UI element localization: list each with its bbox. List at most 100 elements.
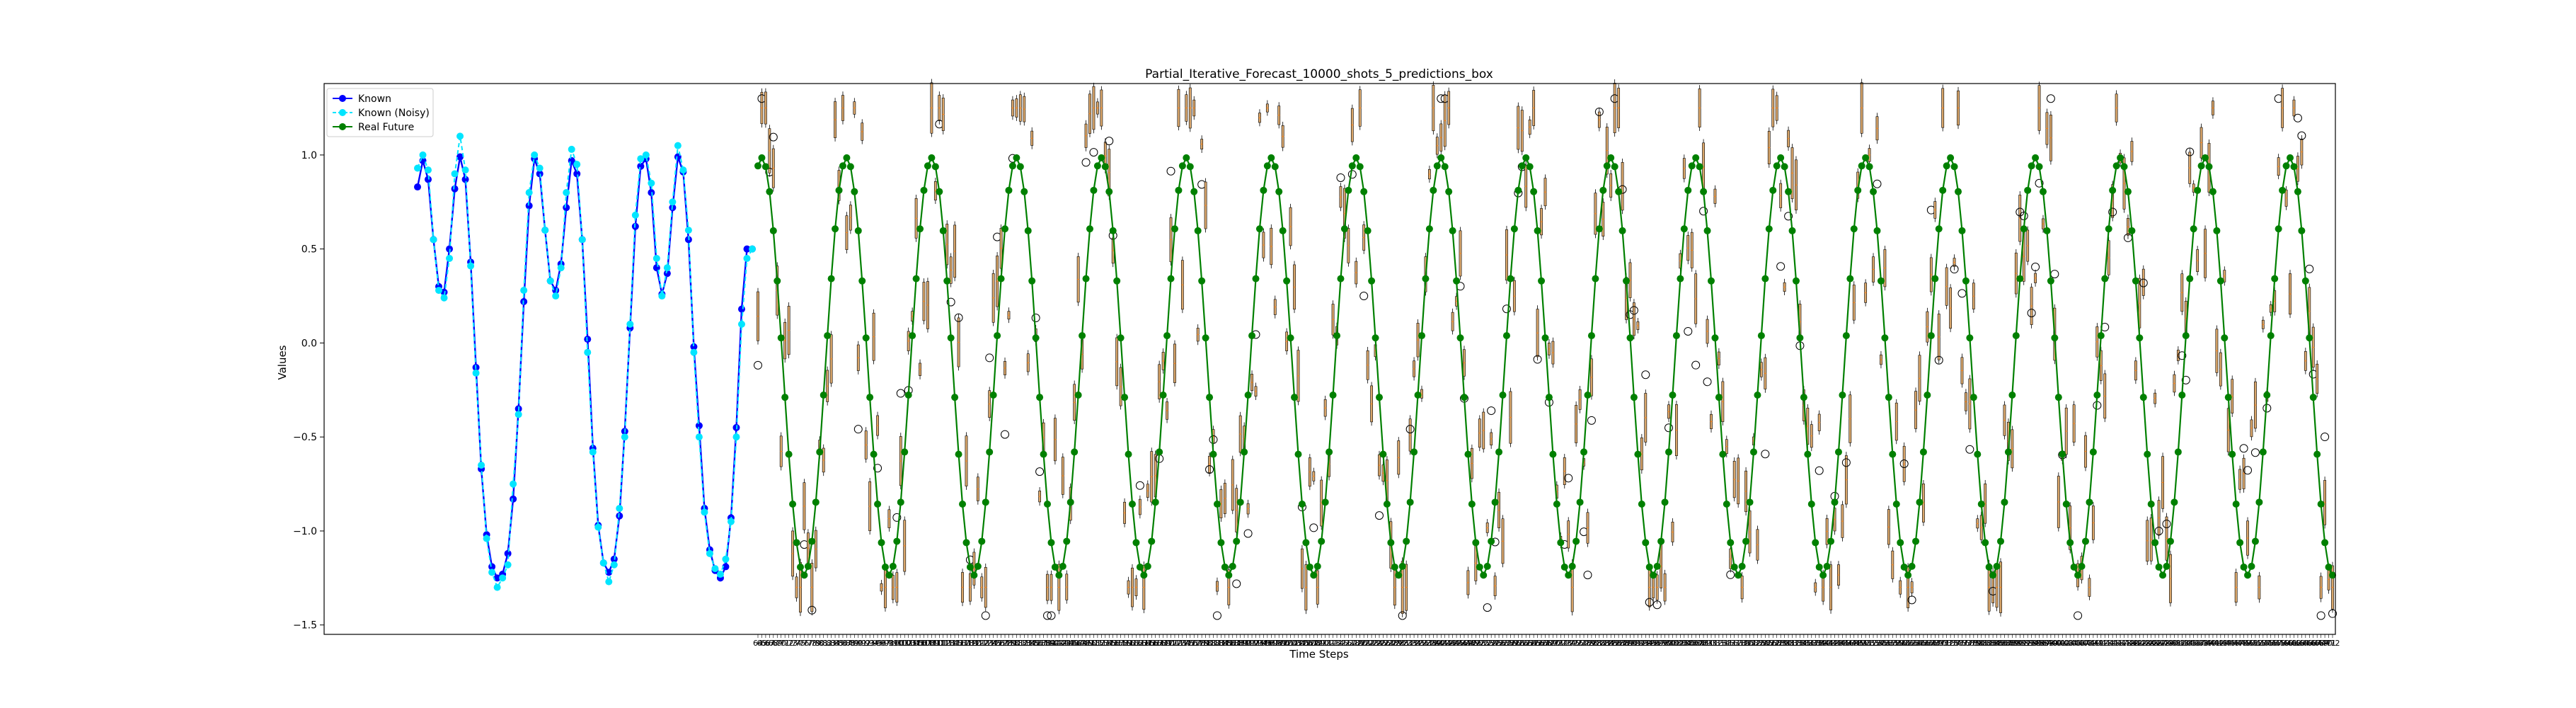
real-future-point <box>2124 188 2132 195</box>
real-future-point <box>1904 571 1912 579</box>
x-tick-label: 388 <box>2001 639 2016 648</box>
box-outlier <box>2185 147 2195 156</box>
prediction-box <box>1532 86 1536 130</box>
x-tick-label: 440 <box>2202 639 2216 648</box>
real-future-point <box>835 186 843 194</box>
box-outlier <box>1841 458 1851 467</box>
real-future-point <box>2039 188 2047 195</box>
x-tick-label: 82 <box>822 639 832 648</box>
x-tick-label: 308 <box>1692 639 1707 648</box>
box-outlier <box>2035 178 2044 188</box>
x-tick-label: 131 <box>1009 639 1024 648</box>
x-tick-label: 416 <box>2109 639 2124 648</box>
x-tick-label: 251 <box>1472 639 1487 648</box>
x-tick-label: 347 <box>1843 639 1858 648</box>
x-tick-label: 117 <box>955 639 970 648</box>
x-tick-label: 376 <box>1955 639 1970 648</box>
known-point <box>563 204 570 212</box>
box-outlier <box>1502 304 1511 314</box>
prediction-box <box>930 79 933 137</box>
x-tick-label: 386 <box>1994 639 2008 648</box>
box-outlier <box>1907 595 1916 605</box>
x-tick-label: 452 <box>2248 639 2262 648</box>
real-future-point <box>1757 332 1765 340</box>
x-tick-label: 443 <box>2213 639 2228 648</box>
x-tick-label: 144 <box>1059 639 1074 648</box>
real-future-point <box>924 162 931 170</box>
real-future-point <box>824 332 832 340</box>
x-tick-label: 252 <box>1476 639 1491 648</box>
prediction-box <box>1309 467 1318 532</box>
prediction-box <box>1243 499 1253 538</box>
real-future-point <box>2232 500 2240 508</box>
x-tick-label: 414 <box>2101 639 2116 648</box>
x-tick-label: 336 <box>1800 639 1815 648</box>
x-tick-label: 187 <box>1225 639 1240 648</box>
box-outlier <box>1873 179 1882 188</box>
x-tick-label: 435 <box>2183 639 2197 648</box>
x-tick-label: 309 <box>1696 639 1711 648</box>
real-future-point <box>2259 448 2267 456</box>
prediction-box <box>2027 283 2036 329</box>
real-future-point <box>1356 163 1364 171</box>
prediction-box <box>787 302 790 359</box>
x-tick-label: 372 <box>1939 639 1954 648</box>
real-future-point <box>1580 448 1588 456</box>
x-tick-label: 321 <box>1742 639 1757 648</box>
prediction-box <box>991 270 995 326</box>
known-noisy-point <box>440 294 448 302</box>
real-future-point <box>1916 498 1924 506</box>
x-tick-label: 305 <box>1681 639 1696 648</box>
known-noisy-point <box>552 292 560 300</box>
real-future-point <box>1549 450 1557 458</box>
known-noisy-point <box>546 277 554 285</box>
prediction-box <box>1490 537 1500 600</box>
real-future-point <box>1271 163 1279 171</box>
prediction-box <box>1691 270 1701 370</box>
x-tick-label: 285 <box>1604 639 1618 648</box>
real-future-point <box>1476 563 1483 571</box>
prediction-box <box>1483 519 1492 612</box>
real-future-point <box>1244 391 1252 399</box>
prediction-box <box>1285 328 1289 355</box>
x-tick-label: 128 <box>998 639 1013 648</box>
box-outlier <box>873 464 882 473</box>
prediction-box <box>1725 435 1728 458</box>
x-tick-label: 367 <box>1920 639 1935 648</box>
x-tick-label: 263 <box>1519 639 1534 648</box>
real-future-point <box>1398 562 1406 570</box>
box-outlier <box>1726 570 1735 579</box>
x-tick-label: 147 <box>1071 639 1086 648</box>
x-tick-label: 323 <box>1750 639 1765 648</box>
prediction-box <box>981 563 990 620</box>
x-tick-label: 310 <box>1700 639 1715 648</box>
x-tick-label: 181 <box>1202 639 1217 648</box>
prediction-box <box>1293 261 1296 314</box>
prediction-box <box>769 132 778 192</box>
real-future-point <box>1950 163 1958 171</box>
known-noisy-point <box>461 166 469 174</box>
real-future-point <box>904 391 912 399</box>
x-tick-label: 428 <box>2156 639 2170 648</box>
x-tick-label: 130 <box>1005 639 1020 648</box>
real-future-point <box>2097 332 2105 340</box>
x-tick-label: 113 <box>940 639 955 648</box>
real-future-point <box>1044 500 1052 508</box>
box-outlier <box>1232 579 1241 588</box>
box-outlier <box>1359 292 1369 301</box>
x-tick-label: 444 <box>2217 639 2232 648</box>
x-tick-label: 196 <box>1260 639 1275 648</box>
prediction-box <box>1575 401 1578 447</box>
real-future-point <box>1066 498 1074 506</box>
real-future-point <box>1241 448 1248 456</box>
box-outlier <box>1703 377 1712 387</box>
real-future-point <box>1993 562 2001 570</box>
prediction-box <box>926 278 929 333</box>
real-future-point <box>986 448 994 456</box>
x-tick-label: 208 <box>1306 639 1321 648</box>
x-tick-label: 297 <box>1650 639 1664 648</box>
prediction-box <box>1478 415 1481 452</box>
x-tick-label: 354 <box>1870 639 1885 648</box>
x-tick-label: 378 <box>1962 639 1977 648</box>
prediction-box <box>1270 224 1273 269</box>
